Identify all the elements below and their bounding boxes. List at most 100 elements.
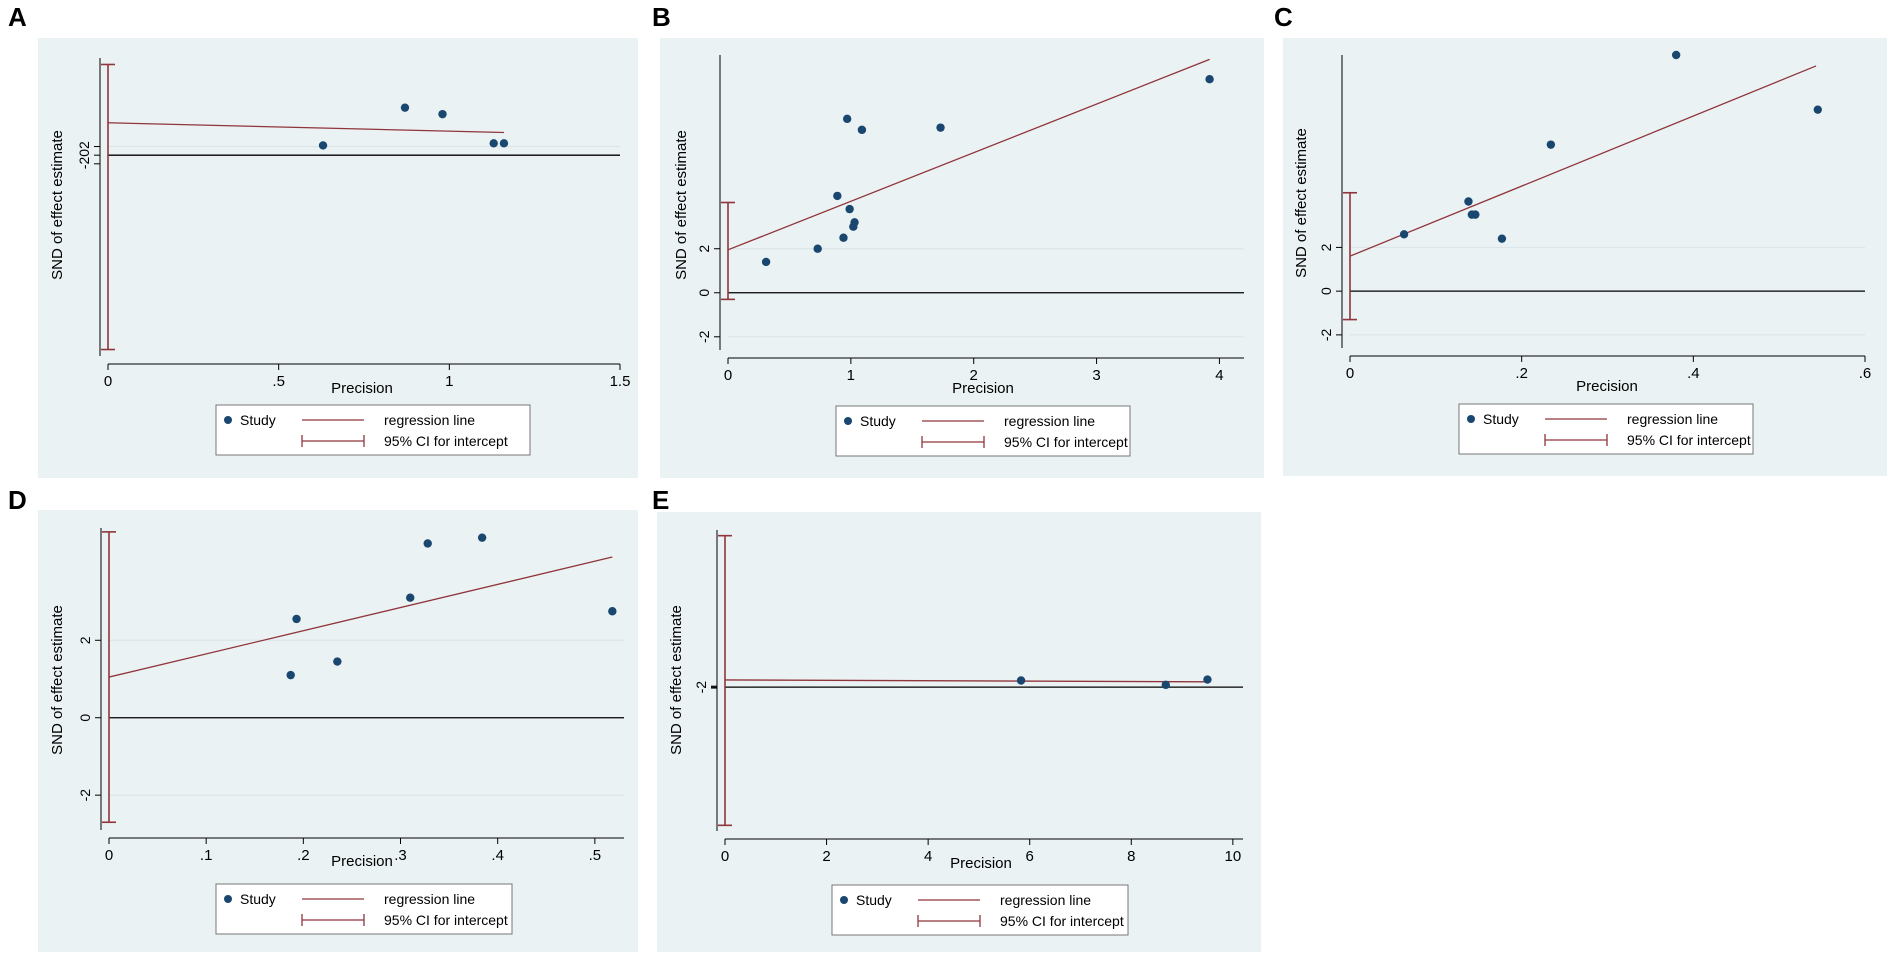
y-tick-label-2: 2 [1318,243,1334,251]
x-tick-label-2: 4 [924,848,932,865]
panel-label-b: B [652,2,671,32]
legend-study-marker [1467,415,1475,423]
x-tick-label-1: .1 [200,847,213,864]
legend-ci-label: 95% CI for intercept [384,912,508,928]
x-tick-label-4: 8 [1127,848,1135,865]
panel-label-a: A [8,2,27,32]
study-point-0 [1399,230,1409,239]
study-point-1 [813,244,822,253]
x-tick-label-2: .2 [297,847,310,864]
legend-study-label: Study [240,891,276,907]
legend-study-marker [844,417,852,425]
x-axis-title: Precision [331,853,393,870]
legend-ci-label: 95% CI for intercept [1000,913,1124,929]
legend-regression-label: regression line [1627,411,1718,427]
x-tick-label-3: 3 [1092,367,1100,384]
x-tick-label-0: 0 [724,367,732,384]
x-tick-label-3: .3 [394,847,407,864]
regression-line [1349,65,1817,257]
panel-d-background [38,510,638,952]
panel-c-chart: 0 .2 .4 .6 -2 0 2 Precision SND of effect estima… [1293,50,1872,455]
x-tick-label-4: 4 [1215,367,1223,384]
panel-b-background [660,38,1264,478]
x-axis-title: Precision [331,380,393,397]
legend-regression-label: regression line [384,412,475,428]
study-point-5 [477,533,487,542]
study-point-4 [1497,234,1507,243]
study-point-1 [292,614,301,624]
study-point-5 [1546,140,1556,149]
legend-study-label: Study [860,413,896,429]
study-point-3 [489,139,498,148]
study-point-4 [423,539,432,548]
x-tick-label-4: .4 [491,847,504,864]
legend: Study regression line 95% CI for intercept [831,884,1129,936]
panel-a-chart: 0 .5 1 1.5 -202 Precision SND of effect estima… [49,58,631,456]
study-point-0 [318,141,328,150]
legend-study-marker [224,416,232,424]
x-tick-label-0: 0 [1346,365,1354,382]
study-point-4 [842,114,852,124]
x-tick-label-2: 1 [445,373,453,390]
study-point-3 [839,233,848,242]
panel-label-e: E [652,485,670,515]
study-point-1 [1161,680,1171,690]
y-tick-label-1: 0 [77,714,93,722]
study-point-7 [1813,105,1822,114]
study-point-6 [1671,50,1681,60]
study-point-2 [1203,675,1212,684]
y-tick-label-0: -2 [77,789,93,802]
legend: Study regression line 95% CI for intercept [1458,403,1754,455]
study-point-0 [761,257,771,267]
panel-e-background [657,512,1261,952]
legend-ci-label: 95% CI for intercept [1627,432,1751,448]
study-point-3 [406,593,415,602]
x-axis-title: Precision [952,380,1014,397]
study-point-9 [936,123,945,132]
x-tick-label-3: 6 [1026,848,1034,865]
y-tick-label-2: 2 [696,245,712,253]
x-tick-label-0: 0 [104,373,112,390]
y-tick-label-1: 0 [1318,287,1334,295]
x-tick-label-1: .5 [272,373,285,390]
x-tick-label-1: 2 [822,848,830,865]
study-point-8 [857,125,867,135]
legend-ci-label: 95% CI for intercept [1004,434,1128,450]
study-point-0 [286,670,295,680]
y-tick-label-2: 2 [77,636,93,644]
legend-box [215,404,531,456]
legend-regression-label: regression line [1000,892,1091,908]
legend-regression-label: regression line [1004,413,1095,429]
legend: Study regression line 95% CI for intercept [835,405,1131,457]
x-tick-label-5: 10 [1224,848,1241,865]
legend-ci-label: 95% CI for intercept [384,433,508,449]
x-axis-title: Precision [950,855,1012,872]
legend-study-label: Study [240,412,276,428]
study-point-1 [400,103,410,112]
x-tick-label-0: 0 [105,847,113,864]
panel-c-background [1283,38,1887,476]
x-tick-label-0: 0 [721,848,729,865]
x-tick-label-1: .2 [1515,365,1528,382]
regression-line [727,58,1210,251]
legend-study-label: Study [856,892,892,908]
x-tick-label-3: 1.5 [610,373,631,390]
regression-line [107,122,504,134]
x-tick-label-3: .6 [1859,365,1872,382]
regression-line [108,556,613,678]
legend-study-marker [840,896,848,904]
y-tick-label-0: -2 [1318,328,1334,341]
y-tick-label-combined: -2 [693,681,709,694]
legend-regression-label: regression line [384,891,475,907]
panel-d-chart: 0 .1 .2 .3 .4 .5 -2 0 2 Precision SND of effect es… [49,528,624,935]
legend-study-marker [224,895,232,903]
x-tick-label-2: 2 [970,367,978,384]
study-point-2 [333,657,342,666]
x-tick-label-2: .4 [1687,365,1700,382]
study-point-2 [438,109,447,119]
study-point-10 [1205,75,1214,84]
panel-label-d: D [8,485,27,515]
x-tick-label-5: .5 [589,847,602,864]
y-axis-title: SND of effect estimate [673,130,690,280]
